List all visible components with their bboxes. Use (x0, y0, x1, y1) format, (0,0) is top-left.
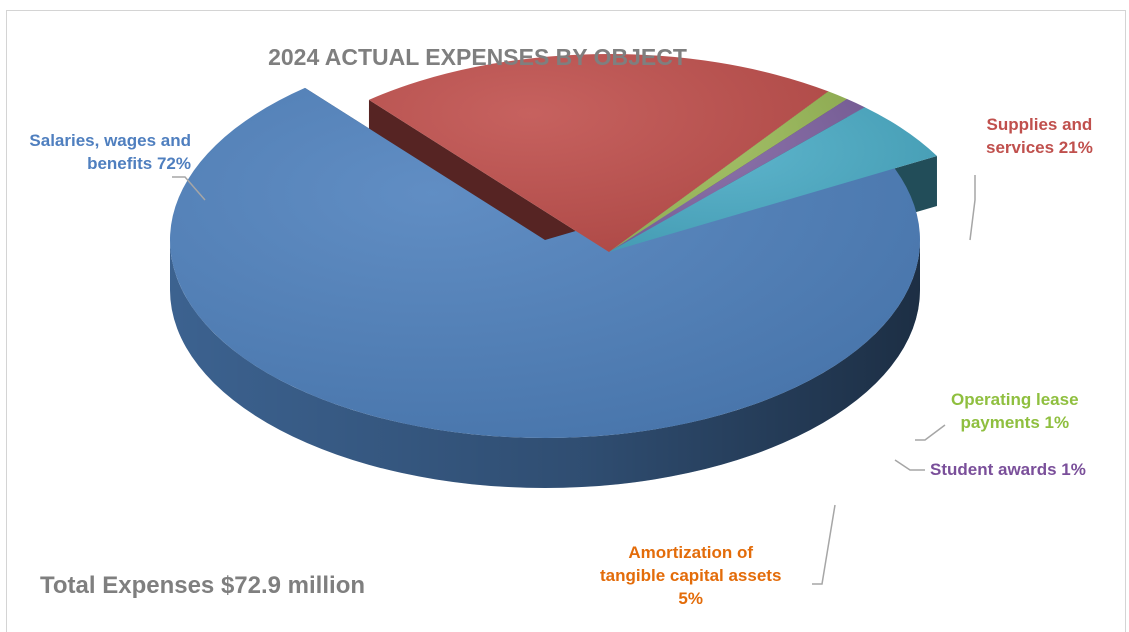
chart-title: 2024 ACTUAL EXPENSES BY OBJECT (268, 44, 687, 70)
slice-top-shading (609, 98, 865, 252)
leader-line-supplies (969, 175, 976, 241)
pie-slice (609, 98, 865, 252)
pie-slice (169, 87, 921, 439)
slice-label-line: Supplies and (986, 115, 1093, 134)
slice-side-shading (170, 240, 920, 488)
slice-label-supplies: Supplies and services 21% (986, 113, 1093, 159)
slice-label-line: Student awards 1% (930, 460, 1086, 479)
slice-top-shading (609, 107, 937, 252)
slice-label-line: Salaries, wages and (29, 131, 191, 150)
leader-line-amort (812, 504, 836, 585)
slice-top-shading (169, 87, 921, 439)
total-expenses-annotation: Total Expenses $72.9 million (40, 572, 366, 599)
slice-label-line: benefits 72% (87, 154, 191, 173)
slice-label-amortization: Amortization of tangible capital assets … (600, 541, 781, 610)
slice-label-salaries: Salaries, wages and benefits 72% (29, 129, 191, 175)
slice-label-line: 5% (678, 589, 703, 608)
pie-slice (609, 107, 937, 252)
chart-frame (6, 10, 1126, 632)
pie-slice (609, 91, 848, 252)
slice-label-student-awards: Student awards 1% (930, 458, 1086, 481)
slice-label-line: payments 1% (960, 413, 1070, 432)
slice-label-line: tangible capital assets (600, 566, 782, 585)
leader-line-awards (894, 459, 925, 471)
leader-line-salaries (172, 176, 206, 201)
pie-slice (368, 53, 829, 252)
slice-label-line: services 21% (986, 138, 1093, 157)
slice-side (170, 240, 920, 488)
leader-line-lease (915, 424, 946, 441)
slice-label-line: Operating lease (951, 390, 1079, 409)
slice-top-shading (368, 53, 829, 252)
slice-label-operating-lease: Operating lease payments 1% (951, 388, 1079, 434)
slice-top-shading (609, 91, 848, 252)
slice-label-line: Amortization of (628, 543, 754, 562)
